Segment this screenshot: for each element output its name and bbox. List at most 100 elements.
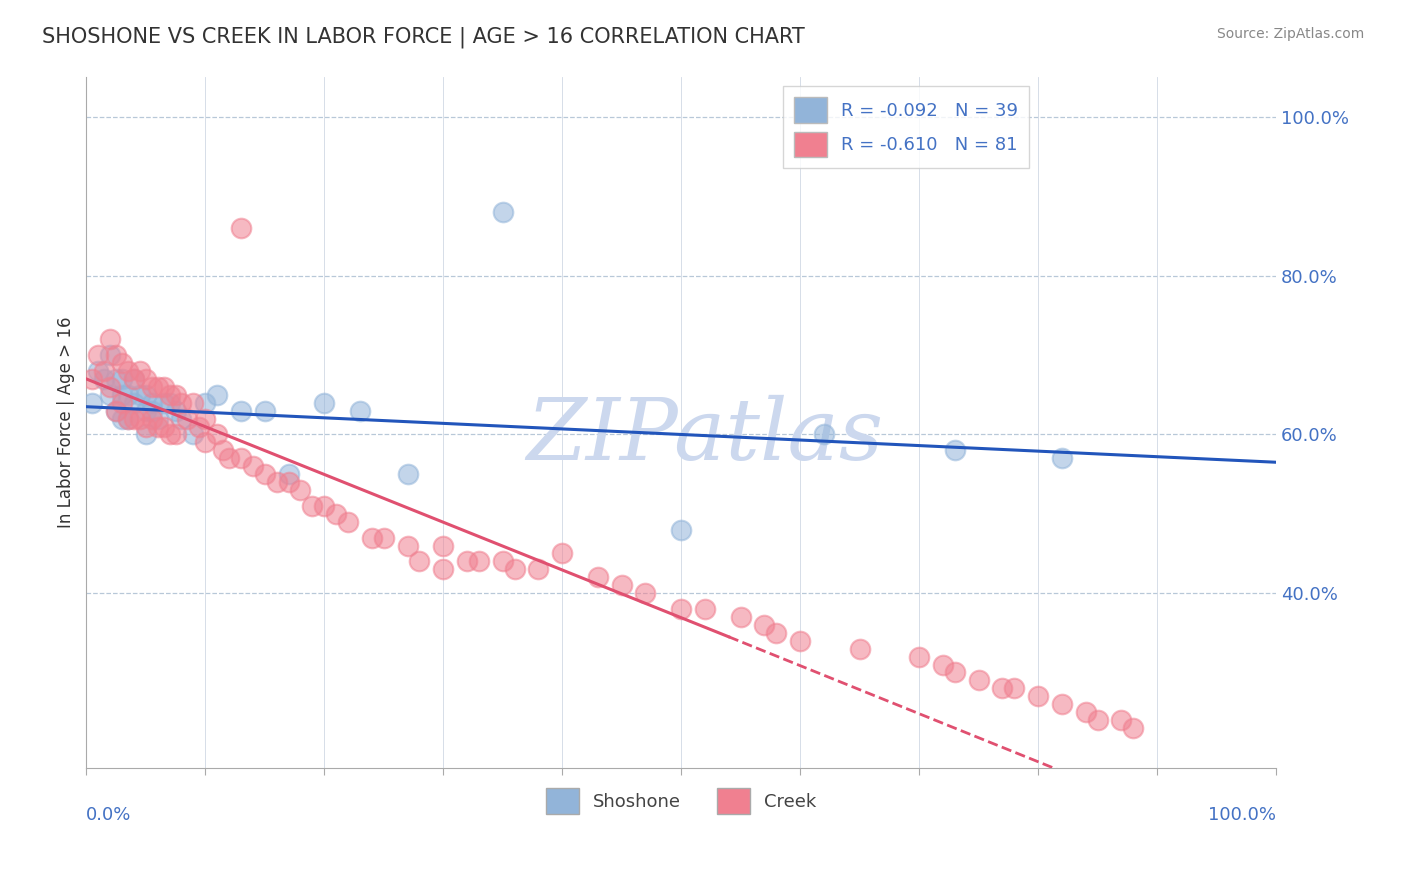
Point (111, 388, 134, 402)
Point (122, 372, 145, 386)
Point (128, 388, 150, 402)
Point (205, 388, 228, 402)
Point (170, 395, 193, 409)
Point (122, 395, 145, 409)
Point (229, 451, 252, 466)
Point (813, 427, 835, 442)
Point (141, 403, 163, 417)
Point (128, 411, 150, 425)
Point (266, 475, 288, 489)
Point (337, 515, 360, 529)
Point (93, 364, 115, 378)
Point (396, 467, 419, 482)
Point (396, 539, 419, 553)
Point (1122, 721, 1144, 735)
Point (183, 427, 205, 442)
Text: 100.0%: 100.0% (1208, 805, 1277, 823)
Point (165, 427, 187, 442)
Point (141, 380, 163, 394)
Point (456, 554, 478, 568)
Point (325, 507, 347, 521)
Point (105, 403, 128, 417)
Point (146, 411, 169, 425)
Point (82, 395, 104, 409)
Point (373, 531, 395, 545)
Point (253, 467, 276, 482)
Point (253, 403, 276, 417)
Text: SHOSHONE VS CREEK IN LABOR FORCE | AGE > 16 CORRELATION CHART: SHOSHONE VS CREEK IN LABOR FORCE | AGE >… (42, 27, 804, 48)
Point (141, 411, 163, 425)
Point (98, 380, 121, 394)
Point (205, 427, 228, 442)
Point (669, 602, 692, 616)
Point (141, 395, 163, 409)
Point (765, 625, 787, 640)
Point (503, 562, 526, 576)
Point (1050, 451, 1073, 466)
Point (1002, 681, 1025, 696)
Point (183, 395, 205, 409)
Text: ZIPatlas: ZIPatlas (526, 395, 883, 478)
Point (159, 395, 181, 409)
Point (277, 467, 299, 482)
Point (98, 348, 121, 362)
Point (117, 411, 139, 425)
Point (170, 411, 193, 425)
Point (122, 411, 145, 425)
Point (93, 372, 115, 386)
Point (111, 356, 134, 370)
Point (229, 221, 252, 235)
Point (908, 649, 931, 664)
Point (1074, 705, 1097, 719)
Point (194, 411, 217, 425)
Point (105, 372, 128, 386)
Point (349, 403, 371, 417)
Point (991, 681, 1014, 696)
Point (314, 395, 336, 409)
Point (117, 364, 139, 378)
Point (135, 372, 157, 386)
Point (527, 562, 550, 576)
Point (634, 586, 657, 600)
Text: Source: ZipAtlas.com: Source: ZipAtlas.com (1216, 27, 1364, 41)
Point (360, 531, 382, 545)
Point (98, 332, 121, 346)
Point (117, 411, 139, 425)
Point (152, 380, 174, 394)
Point (146, 380, 169, 394)
Point (111, 395, 134, 409)
Point (693, 602, 716, 616)
Point (943, 443, 966, 458)
Point (135, 419, 157, 434)
Point (586, 570, 609, 584)
Point (105, 403, 128, 417)
Point (135, 403, 157, 417)
Point (159, 427, 181, 442)
Point (194, 395, 217, 409)
Point (98, 388, 121, 402)
Point (789, 633, 811, 648)
Point (1087, 713, 1109, 727)
Point (146, 419, 169, 434)
Point (967, 673, 990, 688)
Point (408, 554, 430, 568)
Point (754, 618, 776, 632)
Point (194, 435, 217, 450)
Point (152, 395, 174, 409)
Point (730, 610, 752, 624)
Point (669, 523, 692, 537)
Point (111, 411, 134, 425)
Point (551, 546, 574, 560)
Point (87, 364, 110, 378)
Point (218, 451, 240, 466)
Point (159, 388, 181, 402)
Point (176, 411, 198, 425)
Point (492, 554, 515, 568)
Point (314, 499, 336, 513)
Point (87, 348, 110, 362)
Point (432, 539, 454, 553)
Point (1050, 697, 1073, 711)
Point (188, 419, 211, 434)
Point (117, 388, 139, 402)
Point (229, 403, 252, 417)
